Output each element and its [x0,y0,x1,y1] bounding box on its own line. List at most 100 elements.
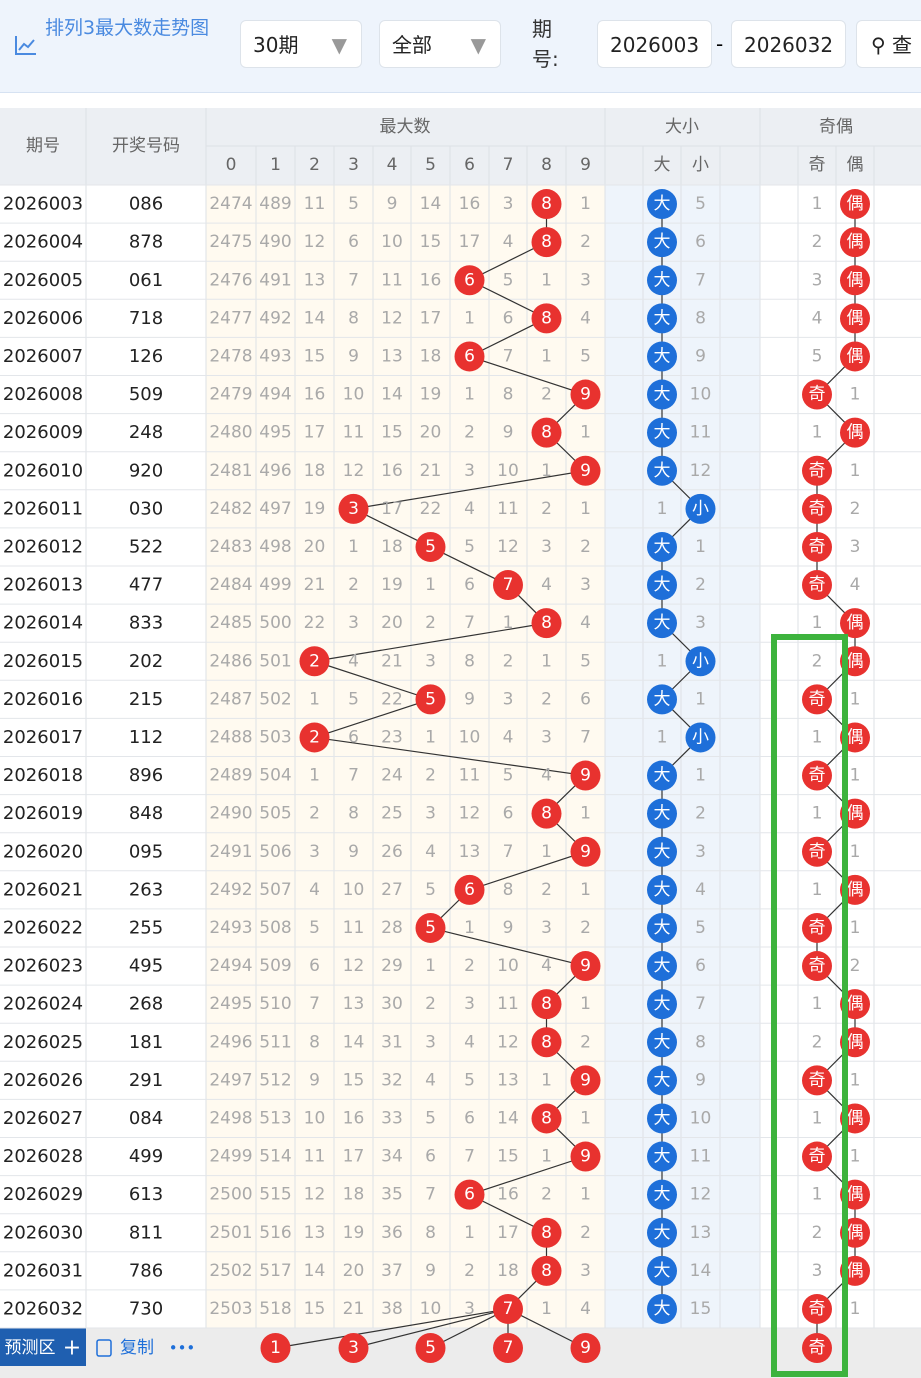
header: 3 [348,155,359,175]
ball-text: 5 [425,689,436,709]
ball [647,570,677,601]
ball [840,189,870,220]
ball-text: 大 [654,575,671,595]
search-button[interactable]: ⚲ 查 [856,20,921,68]
omission: 498 [259,537,291,557]
ball [531,1255,562,1286]
omission: 2 [541,1185,552,1205]
omission: 36 [381,1223,403,1243]
omission: 15 [381,423,403,443]
omission: 2474 [209,194,252,214]
omission: 1 [695,766,706,786]
ball-text: 奇 [809,842,826,862]
ball [570,455,601,486]
ball-text: 9 [580,461,591,481]
omission: 1 [580,1185,591,1205]
cell: 522 [129,536,163,557]
omission: 7 [348,766,359,786]
omission: 14 [497,1108,519,1128]
omission: 4 [425,1070,436,1090]
omission: 2491 [209,842,252,862]
ball [802,1065,832,1096]
ball-text: 8 [541,1223,552,1243]
ball-text: 偶 [847,270,864,290]
ball-text: 3 [348,499,359,519]
ball-text: 偶 [847,804,864,824]
add-button[interactable]: + [63,1336,81,1361]
omission: 2503 [209,1299,252,1319]
omission: 13 [304,270,326,290]
omission: 19 [381,575,403,595]
prediction-label: 预测区 [5,1338,56,1358]
ball-text: 大 [654,1223,671,1243]
ball-text: 奇 [809,461,826,481]
issue-from[interactable]: 2026003 [597,20,712,68]
omission: 16 [459,194,481,214]
omission: 2 [850,499,861,519]
cell: 2026023 [3,956,83,977]
omission: 5 [695,194,706,214]
omission: 2 [464,956,475,976]
cell: 202 [129,651,163,672]
ball-text: 奇 [809,918,826,938]
omission: 512 [259,1070,291,1090]
omission: 5 [348,194,359,214]
omission: 15 [304,1299,326,1319]
omission: 8 [348,308,359,328]
omission: 1 [425,956,436,976]
cell: 718 [129,308,163,329]
omission: 7 [580,727,591,747]
omission: 492 [259,308,291,328]
period-select[interactable]: 30期 ▼ [240,20,362,68]
omission: 13 [497,1070,519,1090]
ball-text: 8 [541,1261,552,1281]
ball [647,189,677,220]
ball [647,912,677,943]
omission: 11 [690,423,712,443]
cell: 878 [129,232,163,253]
cell: 2026024 [3,994,83,1015]
omission: 25 [381,804,403,824]
omission: 1 [812,423,823,443]
more-button[interactable]: ••• [169,1339,196,1357]
omission: 1 [850,461,861,481]
cell: 084 [129,1108,163,1129]
omission: 18 [381,537,403,557]
omission: 5 [503,270,514,290]
omission: 3 [503,689,514,709]
omission: 2 [503,651,514,671]
omission: 3 [580,575,591,595]
omission: 34 [381,1147,403,1167]
omission: 5 [348,689,359,709]
prediction-line [353,1308,509,1349]
omission: 6 [503,804,514,824]
ball [531,303,562,334]
omission: 14 [690,1261,712,1281]
omission: 500 [259,613,291,633]
omission: 1 [425,575,436,595]
omission: 2 [580,537,591,557]
omission: 7 [348,270,359,290]
ball [840,227,870,258]
ball [570,1333,601,1363]
filter-select[interactable]: 全部 ▼ [379,20,501,68]
ball-text: 7 [503,1299,514,1319]
issue-to[interactable]: 2026032 [731,20,846,68]
copy-button[interactable]: 复制 [120,1338,154,1358]
omission: 504 [259,766,291,786]
omission: 12 [459,804,481,824]
omission: 2 [309,804,320,824]
omission: 496 [259,461,291,481]
omission: 17 [420,308,442,328]
ball [647,1293,677,1324]
omission: 10 [420,1299,442,1319]
omission: 3 [425,1032,436,1052]
cell: 2026027 [3,1108,83,1129]
omission: 507 [259,880,291,900]
header: 奇偶 [819,117,853,137]
cell: 2026025 [3,1032,83,1053]
omission: 5 [464,537,475,557]
ball-text: 奇 [809,575,826,595]
omission: 2487 [209,689,252,709]
omission: 6 [348,727,359,747]
